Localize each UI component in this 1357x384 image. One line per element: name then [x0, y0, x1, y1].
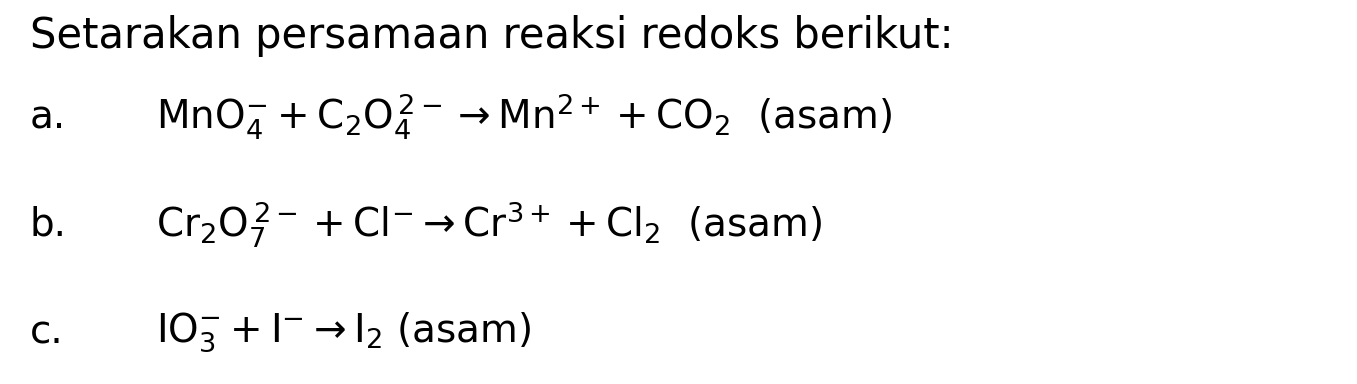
- Text: c.: c.: [30, 313, 64, 351]
- Text: Setarakan persamaan reaksi redoks berikut:: Setarakan persamaan reaksi redoks beriku…: [30, 15, 954, 57]
- Text: a.: a.: [30, 98, 66, 136]
- Text: $\mathsf{Cr_2O_7^{\,2-} + Cl^{-} \rightarrow Cr^{3+} + Cl_2\ \ (asam)}$: $\mathsf{Cr_2O_7^{\,2-} + Cl^{-} \righta…: [156, 200, 822, 250]
- Text: $\mathsf{IO_3^{-} + I^{-} \rightarrow I_2\ (asam)}$: $\mathsf{IO_3^{-} + I^{-} \rightarrow I_…: [156, 310, 531, 354]
- Text: b.: b.: [30, 206, 66, 243]
- Text: $\mathsf{MnO_4^{-} + C_2O_4^{\,2-} \rightarrow Mn^{2+} + CO_2\ \ (asam)}$: $\mathsf{MnO_4^{-} + C_2O_4^{\,2-} \righ…: [156, 92, 892, 142]
